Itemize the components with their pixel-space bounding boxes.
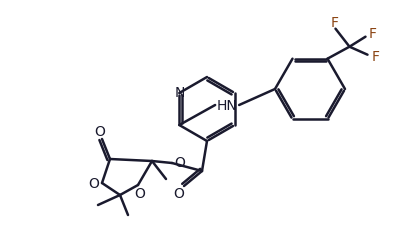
Text: HN: HN [217,99,237,113]
Text: F: F [372,49,380,63]
Text: O: O [175,155,185,169]
Text: O: O [135,186,145,200]
Text: O: O [88,176,100,190]
Text: F: F [369,27,376,40]
Text: N: N [175,86,186,100]
Text: O: O [173,186,184,200]
Text: O: O [94,124,105,138]
Text: F: F [331,16,339,30]
